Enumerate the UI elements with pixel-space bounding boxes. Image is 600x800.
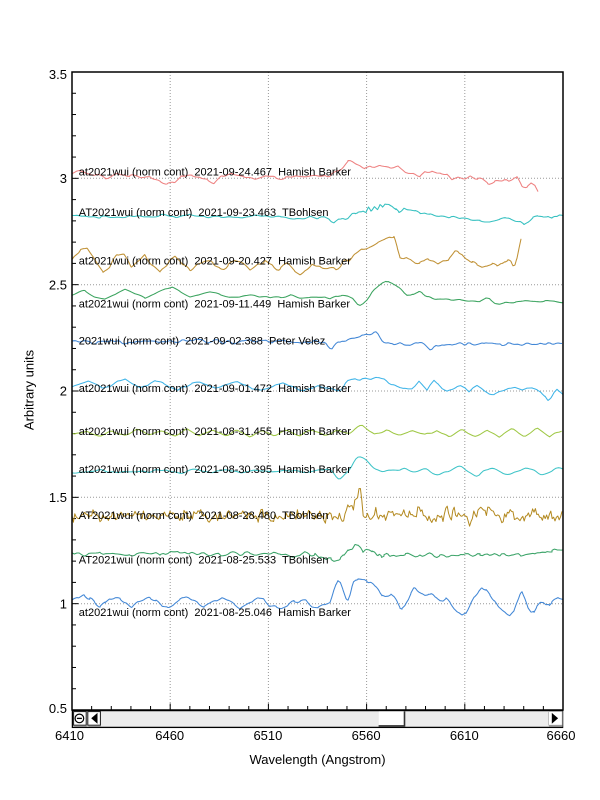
svg-text:6660: 6660 [547,728,576,743]
svg-text:at2021wui (norm cont) 2021-08: at2021wui (norm cont) 2021-08-25.046 Ham… [79,607,351,619]
svg-text:0.5: 0.5 [49,701,67,716]
svg-text:AT2021wui (norm cont) 2021-08: AT2021wui (norm cont) 2021-08-28.480 TBo… [79,510,329,522]
svg-text:1: 1 [60,596,67,611]
svg-text:6560: 6560 [352,728,381,743]
svg-text:3.5: 3.5 [49,67,67,82]
svg-text:2021wui (norm cont) 2021-09-0: 2021wui (norm cont) 2021-09-02.388 Peter… [79,336,325,348]
svg-text:2: 2 [60,384,67,399]
svg-text:6460: 6460 [155,728,184,743]
svg-text:at2021wui (norm cont) 2021-09: at2021wui (norm cont) 2021-09-20.427 Ham… [79,256,351,268]
svg-text:6410: 6410 [55,728,84,743]
svg-text:at2021wui (norm cont) 2021-09: at2021wui (norm cont) 2021-09-24.467 Ham… [79,167,351,179]
svg-text:3: 3 [60,171,67,186]
svg-text:6610: 6610 [450,728,479,743]
svg-text:AT2021wui (norm cont) 2021-08: AT2021wui (norm cont) 2021-08-25.533 TBo… [79,555,329,567]
svg-text:AT2021wui (norm cont) 2021-09: AT2021wui (norm cont) 2021-09-23.463 TBo… [79,207,329,219]
svg-text:at2021wui (norm cont) 2021-08: at2021wui (norm cont) 2021-08-31.455 Ham… [79,426,351,438]
svg-text:2.5: 2.5 [49,277,67,292]
svg-text:Wavelength (Angstrom): Wavelength (Angstrom) [249,752,385,767]
svg-text:at2021wui (norm cont) 2021-08: at2021wui (norm cont) 2021-08-30.395 Ham… [79,464,351,476]
svg-text:at2021wui (norm cont) 2021-09: at2021wui (norm cont) 2021-09-11.449 Ham… [79,299,351,311]
svg-text:1.5: 1.5 [49,490,67,505]
svg-text:at2021wui (norm cont) 2021-09: at2021wui (norm cont) 2021-09-01.472 Ham… [79,383,351,395]
svg-text:Arbitrary units: Arbitrary units [22,349,37,430]
svg-text:6510: 6510 [253,728,282,743]
